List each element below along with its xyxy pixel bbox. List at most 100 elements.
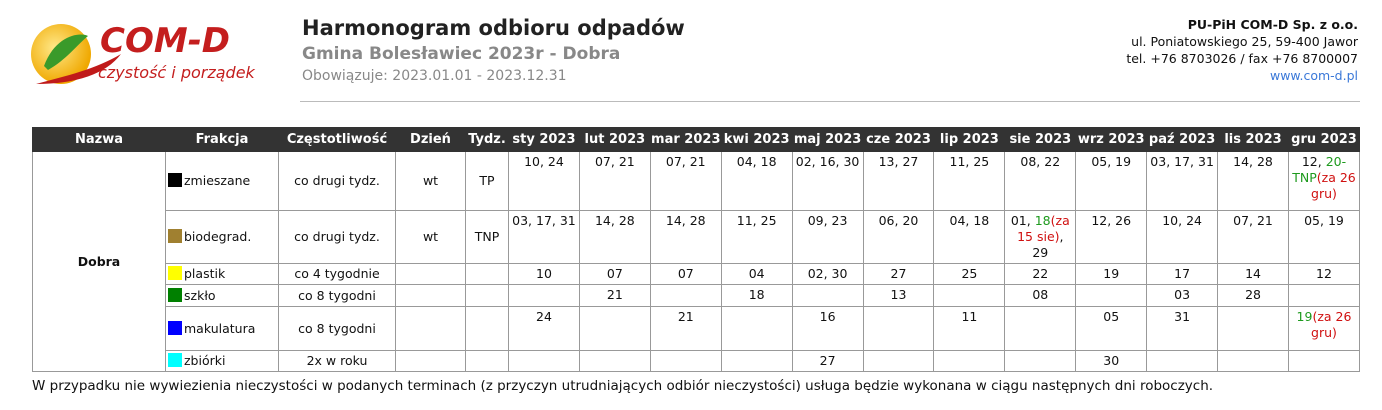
date-cell bbox=[1287, 284, 1361, 307]
schedule-row: biodegrad. co drugi tydz. wt TNP 03, 17, 31 1… bbox=[33, 210, 1361, 264]
column-header: wrz 2023 bbox=[1075, 127, 1148, 152]
date-cell bbox=[1287, 350, 1361, 372]
date-cell: 10, 24 bbox=[508, 151, 580, 211]
day-cell bbox=[395, 284, 466, 307]
pickup-dates: 05, 19 bbox=[1304, 213, 1344, 228]
date-cell bbox=[508, 350, 580, 372]
date-cell: 10, 24 bbox=[1146, 210, 1219, 264]
column-header: kwi 2023 bbox=[720, 127, 793, 152]
date-cell: 04, 18 bbox=[933, 210, 1006, 264]
day-cell bbox=[395, 350, 466, 372]
pickup-dates: 10, 24 bbox=[524, 154, 564, 169]
date-cell: 03, 17, 31 bbox=[1146, 151, 1219, 211]
column-header: maj 2023 bbox=[791, 127, 864, 152]
area-cell: Dobra bbox=[32, 151, 166, 372]
date-cell bbox=[1217, 306, 1289, 351]
validity: Obowiązuje: 2023.01.01 - 2023.12.31 bbox=[302, 68, 567, 84]
week-cell bbox=[465, 284, 509, 307]
frequency-cell: 2x w roku bbox=[278, 350, 396, 372]
date-cell: 28 bbox=[1217, 284, 1289, 307]
column-header: lip 2023 bbox=[933, 127, 1006, 152]
frequency-cell: co 4 tygodnie bbox=[278, 263, 396, 285]
area-name: Dobra bbox=[77, 253, 121, 269]
date-cell bbox=[1217, 350, 1289, 372]
fraction-name: plastik bbox=[184, 266, 226, 281]
date-cell: 08, 22 bbox=[1004, 151, 1077, 211]
fraction-swatch bbox=[168, 229, 182, 243]
frequency: co 8 tygodni bbox=[298, 320, 376, 336]
date-cell bbox=[649, 350, 722, 372]
pickup-date-part: (za 26 gru) bbox=[1311, 170, 1356, 201]
date-cell bbox=[1004, 306, 1077, 351]
date-cell: 25 bbox=[933, 263, 1006, 285]
schedule-table: Nazwa Frakcja Częstotliwość Dzień Tydz. sty 2… bbox=[32, 127, 1361, 372]
date-cell bbox=[791, 284, 864, 307]
date-cell: 22 bbox=[1004, 263, 1077, 285]
week-cell: TNP bbox=[465, 210, 509, 264]
pickup-dates: 16 bbox=[819, 309, 836, 324]
date-cell: 04, 18 bbox=[720, 151, 793, 211]
date-cell: 12 bbox=[1287, 263, 1361, 285]
date-cell: 04 bbox=[720, 263, 793, 285]
fraction-swatch bbox=[168, 320, 182, 335]
schedule-row: zbiórki 2x w roku 27 30 bbox=[33, 350, 1361, 372]
pickup-dates: 04, 18 bbox=[736, 154, 777, 169]
column-header: lut 2023 bbox=[578, 127, 651, 152]
date-cell: 27 bbox=[862, 263, 935, 285]
pickup-date-part: 12, bbox=[1301, 154, 1326, 169]
date-cell bbox=[933, 350, 1006, 372]
date-cell: 21 bbox=[649, 306, 722, 351]
column-header: Frakcja bbox=[165, 127, 279, 152]
schedule-row: plastik co 4 tygodnie 10 07 07 04 02, 30 27 25 22… bbox=[33, 263, 1361, 285]
pickup-date-part: , 29 bbox=[1032, 229, 1064, 260]
pickup-dates: 03, 17, 31 bbox=[512, 213, 576, 228]
fraction-swatch bbox=[168, 353, 182, 367]
pickup-dates: 08, 22 bbox=[1020, 154, 1061, 169]
logo-tagline: czystość i porządek bbox=[98, 63, 256, 82]
week: TNP bbox=[474, 229, 500, 244]
pickup-dates: 04, 18 bbox=[949, 213, 990, 228]
schedule-row: Dobra zmieszane co drugi tydz. wt TP 10, 24 07… bbox=[32, 151, 1361, 372]
pickup-dates: 12 bbox=[1316, 266, 1332, 281]
date-cell bbox=[1146, 350, 1219, 372]
pickup-date-part: 01, bbox=[1010, 213, 1035, 228]
date-cell: 18 bbox=[720, 284, 793, 307]
date-cell: 07, 21 bbox=[578, 151, 651, 211]
date-cell: 05, 19 bbox=[1075, 151, 1148, 211]
pickup-dates: 09, 23 bbox=[807, 213, 848, 228]
week-cell bbox=[465, 263, 509, 285]
pickup-dates: 08 bbox=[1032, 287, 1049, 302]
pickup-dates: 19 bbox=[1103, 266, 1120, 281]
date-cell: 05 bbox=[1075, 306, 1148, 351]
pickup-dates: 11, 25 bbox=[736, 213, 777, 228]
fraction-cell: szkło bbox=[165, 284, 279, 307]
pickup-dates: 14, 28 bbox=[1233, 154, 1273, 169]
week-cell: TP bbox=[465, 151, 509, 211]
pickup-dates: 14, 28 bbox=[665, 213, 706, 228]
pickup-dates: 14, 28 bbox=[594, 213, 635, 228]
day-cell: wt bbox=[395, 210, 466, 264]
column-header: paź 2023 bbox=[1146, 127, 1219, 152]
frequency: 2x w roku bbox=[306, 353, 368, 368]
divider bbox=[300, 101, 1360, 102]
fraction-name: makulatura bbox=[184, 320, 256, 336]
pickup-dates: 07 bbox=[606, 266, 623, 281]
date-cell bbox=[1075, 284, 1148, 307]
date-cell: 16 bbox=[791, 306, 864, 351]
date-cell: 12, 26 bbox=[1075, 210, 1148, 264]
date-cell: 10 bbox=[508, 263, 580, 285]
company-website[interactable]: www.com-d.pl bbox=[1269, 68, 1358, 83]
column-header: sty 2023 bbox=[508, 127, 580, 152]
frequency-cell: co drugi tydz. bbox=[278, 210, 396, 264]
pickup-date-part: (za 26 gru) bbox=[1311, 309, 1352, 340]
pickup-dates: 05, 19 bbox=[1091, 154, 1132, 169]
pickup-dates: 25 bbox=[961, 266, 978, 281]
day: wt bbox=[422, 173, 439, 188]
pickup-dates: 11, 25 bbox=[949, 154, 990, 169]
date-cell: 17 bbox=[1146, 263, 1219, 285]
date-cell: 06, 20 bbox=[862, 210, 935, 264]
date-cell: 21 bbox=[578, 284, 651, 307]
week-cell bbox=[465, 350, 509, 372]
pickup-dates: 28 bbox=[1245, 287, 1261, 302]
